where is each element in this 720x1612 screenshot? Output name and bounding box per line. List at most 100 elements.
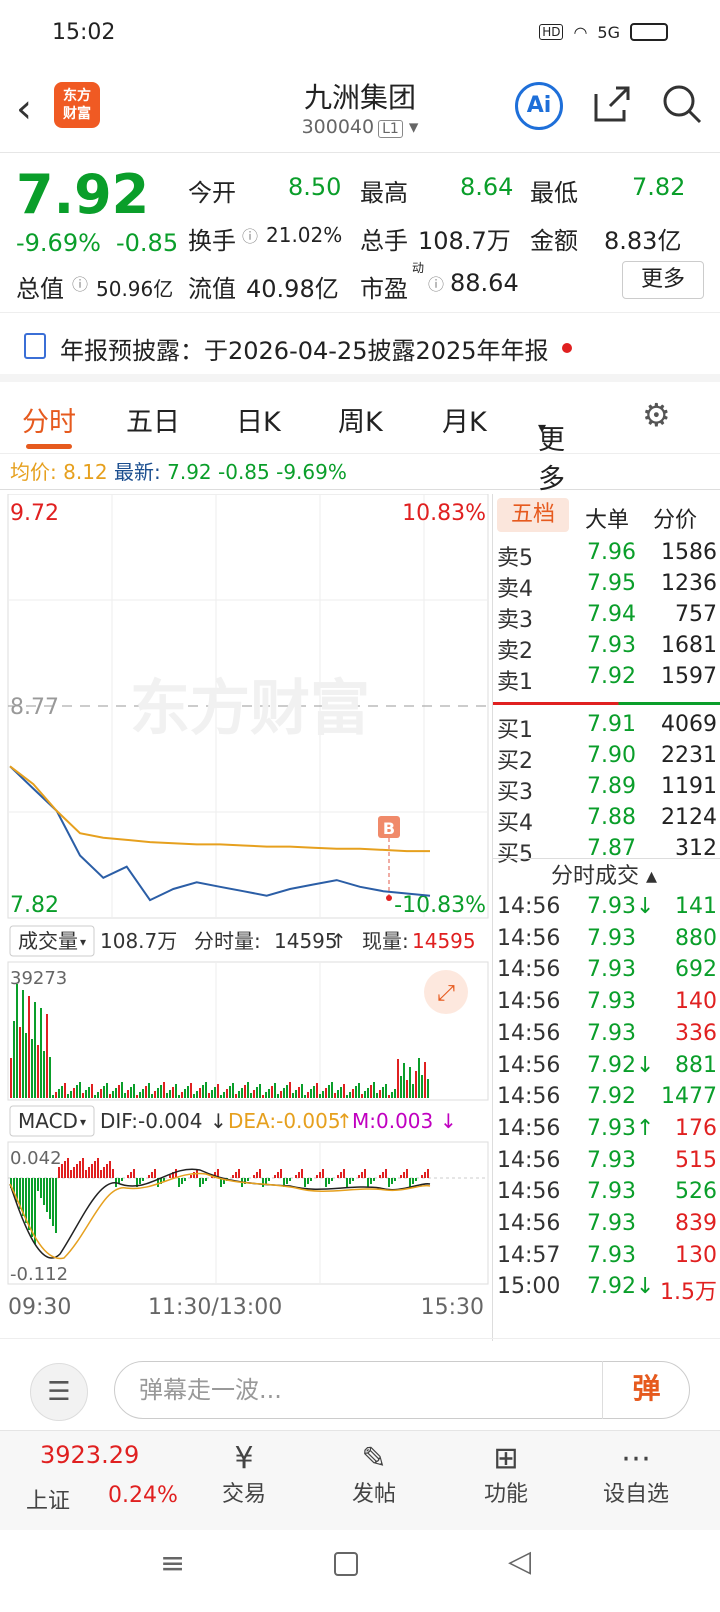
volume-bar: [100, 1089, 102, 1098]
trade-row[interactable]: 14:56 7.93↓ 141: [497, 894, 717, 919]
bid-row[interactable]: 买4 7.88 2124: [497, 805, 717, 836]
volume-bar: [16, 984, 18, 1098]
trade-row[interactable]: 14:56 7.93 526: [497, 1179, 717, 1205]
macd-bar: [328, 1178, 330, 1184]
volume-bar: [181, 1092, 183, 1098]
ask-row[interactable]: 卖1 7.92 1597: [497, 664, 717, 695]
share-icon[interactable]: [590, 82, 634, 126]
macd-bar: [214, 1172, 216, 1178]
home-icon[interactable]: [334, 1552, 358, 1576]
svg-text:↓: ↓: [440, 1109, 457, 1133]
add-watchlist-button[interactable]: ⋯ 设自选: [576, 1441, 696, 1508]
volume-bar: [364, 1091, 366, 1098]
macd-bar: [427, 1169, 429, 1178]
svg-text:↓: ↓: [210, 1109, 227, 1133]
tab-five-day[interactable]: 五日: [126, 407, 180, 438]
ai-button[interactable]: Ai: [515, 82, 563, 130]
volume-bar: [163, 1082, 165, 1098]
book-tabs: 五档 大单 分价: [493, 494, 720, 534]
trade-row[interactable]: 14:56 7.92 1477: [497, 1084, 717, 1110]
trade-row[interactable]: 14:56 7.93 692: [497, 957, 717, 983]
trades-title[interactable]: 分时成交 ▴: [551, 864, 658, 889]
buy-marker[interactable]: [378, 816, 400, 838]
macd-bar: [16, 1178, 18, 1202]
bid-row[interactable]: 买2 7.90 2231: [497, 743, 717, 774]
bid-row[interactable]: 买3 7.89 1191: [497, 774, 717, 805]
tab-price-dist[interactable]: 分价: [653, 508, 698, 533]
settings-gear-icon[interactable]: ⚙: [642, 396, 671, 434]
volume-selector[interactable]: 成交量: [18, 929, 78, 953]
volume-bar: [229, 1086, 231, 1098]
macd-bar: [49, 1178, 51, 1219]
tab-daily-k[interactable]: 日K: [236, 407, 281, 438]
functions-button[interactable]: ⊞ 功能: [446, 1441, 566, 1508]
volume-bar: [79, 1082, 81, 1098]
trade-row[interactable]: 14:56 7.93 336: [497, 1020, 717, 1046]
back-icon[interactable]: ‹: [16, 86, 32, 132]
notice-bar[interactable]: 年报预披露：于2026-04-25披露2025年年报: [0, 312, 720, 382]
tab-monthly-k[interactable]: 月K: [442, 407, 487, 438]
volume-bar: [253, 1090, 255, 1098]
macd-bar: [43, 1178, 45, 1205]
tab-weekly-k[interactable]: 周K: [338, 407, 383, 438]
x-tick-end: 15:30: [421, 1295, 484, 1320]
trade-button[interactable]: ¥ 交易: [184, 1441, 304, 1508]
info-icon[interactable]: ⓘ: [428, 275, 445, 294]
macd-bar: [109, 1161, 111, 1178]
macd-bar: [40, 1178, 42, 1198]
ask-row[interactable]: 卖3 7.94 757: [497, 602, 717, 633]
ask-row[interactable]: 卖5 7.96 1586: [497, 540, 717, 571]
expand-button[interactable]: [424, 970, 468, 1014]
trade-row[interactable]: 14:56 7.93 880: [497, 925, 717, 951]
macd-bar: [349, 1178, 351, 1184]
bid-row[interactable]: 买1 7.91 4069: [497, 712, 717, 743]
volume-bar: [220, 1095, 222, 1098]
trade-row[interactable]: 14:56 7.92↓ 881: [497, 1052, 717, 1078]
macd-bar: [91, 1164, 93, 1178]
menu-icon[interactable]: ≡: [160, 1546, 186, 1581]
macd-bar: [97, 1158, 99, 1178]
trade-row[interactable]: 14:56 7.93 839: [497, 1211, 717, 1236]
stock-code[interactable]: 300040 L1 ▾: [301, 116, 419, 138]
comment-list-icon[interactable]: ☰: [30, 1363, 88, 1421]
price-line: [9, 765, 431, 902]
search-icon[interactable]: [660, 82, 704, 126]
macd-bar: [337, 1175, 339, 1178]
macd-bar: [256, 1172, 258, 1178]
x-tick-mid: 11:30/13:00: [148, 1295, 282, 1320]
volume-bar: [109, 1094, 111, 1098]
trade-row[interactable]: 14:56 7.93↑ 176: [497, 1115, 717, 1141]
intraday-chart[interactable]: 东方财富 9.72 8.77 7.82 10.83% -10.83% B 成交量…: [0, 493, 490, 1341]
info-icon[interactable]: ⓘ: [242, 227, 259, 246]
volume-bar: [178, 1095, 180, 1098]
ask-row[interactable]: 卖4 7.95 1236: [497, 571, 717, 602]
volume-bar: [127, 1090, 129, 1098]
danmu-input[interactable]: 弹幕走一波...: [114, 1361, 690, 1419]
volume-bar: [160, 1085, 162, 1098]
macd-bar: [340, 1172, 342, 1178]
trade-row[interactable]: 14:56 7.93 515: [497, 1147, 717, 1173]
trade-row[interactable]: 14:56 7.93 140: [497, 989, 717, 1015]
volume-bar: [133, 1084, 135, 1098]
bottom-bar: 3923.29 上证 0.24% ¥ 交易 ✎ 发帖 ⊞ 功能 ⋯ 设自选: [0, 1430, 720, 1530]
volume-bar: [283, 1088, 285, 1098]
bid-row[interactable]: 买5 7.87 312: [497, 836, 717, 867]
info-icon[interactable]: ⓘ: [72, 275, 89, 294]
trade-row[interactable]: 15:00 7.92↓ 1.5万: [497, 1274, 717, 1306]
tab-intraday[interactable]: 分时: [22, 407, 76, 438]
post-button[interactable]: ✎ 发帖: [314, 1441, 434, 1508]
indicator-selector[interactable]: MACD: [18, 1109, 78, 1133]
tab-five-level[interactable]: 五档: [497, 498, 569, 532]
tab-big-order[interactable]: 大单: [585, 508, 630, 533]
ask-row[interactable]: 卖2 7.93 1681: [497, 633, 717, 664]
back-nav-icon[interactable]: ◁: [508, 1544, 532, 1579]
macd-bar: [139, 1178, 141, 1184]
index-value[interactable]: 3923.29: [40, 1441, 140, 1469]
y-bottom-label: 7.82: [10, 893, 59, 918]
volume-bar: [130, 1087, 132, 1098]
more-button[interactable]: 更多: [622, 261, 704, 299]
volume-bar: [199, 1088, 201, 1098]
danmu-send-button[interactable]: 弹: [602, 1361, 690, 1419]
trade-row[interactable]: 14:57 7.93 130: [497, 1242, 717, 1268]
macd-bar: [385, 1169, 387, 1178]
